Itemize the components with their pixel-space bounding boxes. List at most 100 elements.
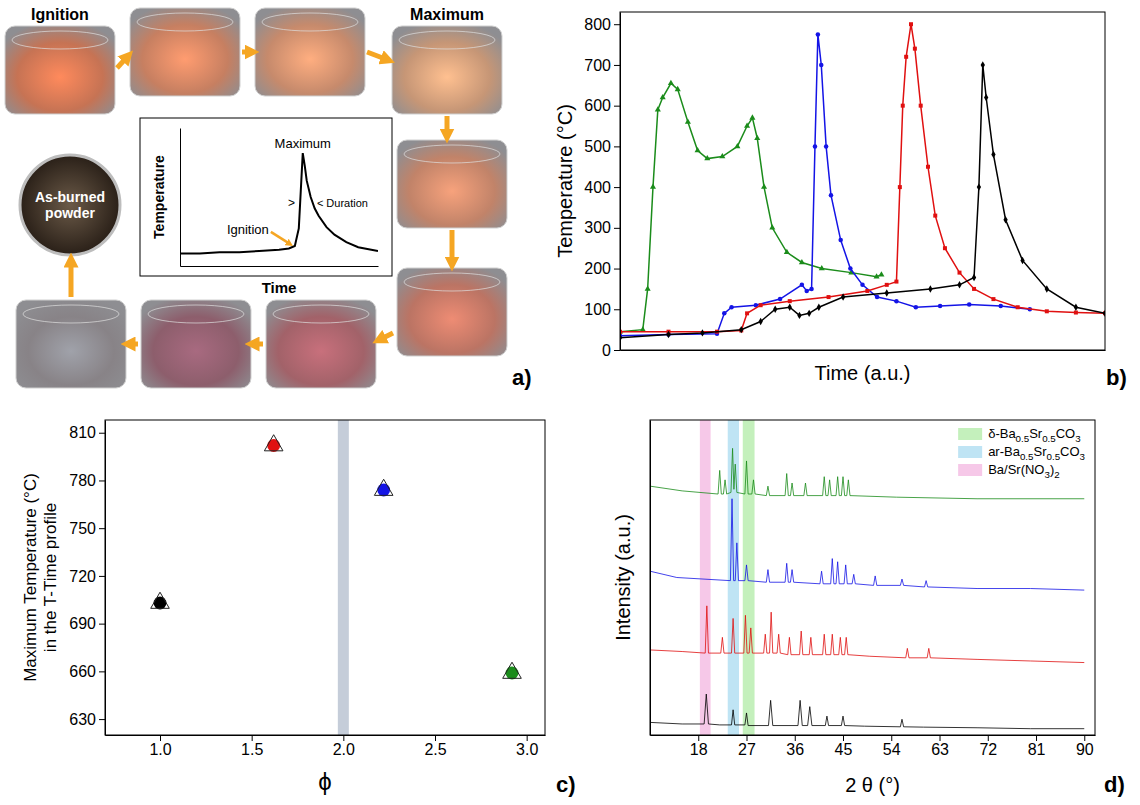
marker: [809, 287, 814, 292]
marker: [695, 147, 701, 152]
marker: [685, 118, 691, 123]
marker: [797, 312, 801, 319]
photo-rim: [404, 273, 500, 291]
tick: 54: [883, 735, 901, 758]
tick-mark: [343, 735, 344, 741]
tick: 400: [584, 179, 620, 196]
photo-rim: [137, 13, 233, 31]
inset-line: [180, 153, 378, 253]
marker: [722, 311, 727, 316]
marker: [865, 289, 869, 293]
tick-label: 18: [690, 741, 708, 758]
tick-label: 200: [584, 260, 611, 277]
marker: [799, 259, 805, 264]
tick-label: 2.5: [424, 741, 446, 758]
marker: [784, 249, 790, 254]
tick-label: 700: [584, 57, 611, 74]
legend: δ-Ba0.5Sr0.5CO3ar-Ba0.5Sr0.5CO3Ba/Sr(NO3…: [958, 426, 1085, 480]
marker: [894, 280, 898, 284]
marker: [848, 266, 853, 271]
tick: 45: [835, 735, 853, 758]
arrow: [379, 333, 393, 340]
tick: 2.5: [424, 735, 446, 758]
photo: [141, 300, 251, 388]
tick-label: 720: [69, 568, 96, 585]
marker: [819, 63, 824, 68]
annotation: >: [288, 196, 295, 210]
marker: [967, 302, 972, 307]
photo: [397, 140, 507, 228]
tick-label: 300: [584, 219, 611, 236]
tick: 0: [602, 342, 620, 359]
marker: [860, 283, 865, 288]
powder-photo: [20, 155, 120, 255]
tick-label: 690: [69, 615, 96, 632]
photo: [397, 268, 507, 356]
marker: [675, 86, 681, 91]
legend-swatch: [958, 464, 982, 476]
panel-d: 1827364554637281902 θ (°)Intensity (a.u.…: [612, 420, 1125, 797]
tick-mark: [252, 735, 253, 741]
tick-mark: [99, 719, 105, 720]
tick: 660: [69, 663, 105, 680]
marker: [778, 297, 783, 302]
axis: [650, 421, 651, 736]
tick-mark: [99, 480, 105, 481]
tick: 500: [584, 138, 620, 155]
marker: [759, 303, 763, 307]
point: [264, 435, 283, 451]
photo: [130, 8, 240, 96]
axis-line: [650, 421, 651, 736]
marker: [668, 80, 674, 85]
panel-c: 1.01.52.02.53.0630660690720750780810ϕMax…: [21, 420, 576, 797]
tick-mark: [1036, 735, 1037, 741]
tick-mark: [747, 735, 748, 741]
plot-frame: [620, 12, 1105, 350]
tick-mark: [1084, 735, 1085, 741]
marker: [885, 283, 889, 287]
arrow: [367, 52, 388, 60]
marker: [957, 281, 961, 288]
axis: 0100200300400500600700800: [584, 13, 620, 359]
photo-label: Ignition: [31, 6, 89, 23]
tick: 200: [584, 260, 620, 277]
marker: [1016, 305, 1020, 309]
series-line: [650, 694, 1084, 729]
tick-mark: [99, 433, 105, 434]
arrow: [445, 116, 450, 136]
tick-mark: [614, 350, 620, 351]
marker: [909, 22, 913, 26]
marker: [1074, 304, 1078, 311]
figure: IgnitionMaximumAs-burnedpowderTemperatur…: [0, 0, 1140, 805]
marker: [926, 165, 930, 169]
marker: [901, 104, 905, 108]
plot-area: [620, 22, 1105, 341]
tick-mark: [795, 735, 796, 741]
marker: [729, 305, 734, 310]
marker: [640, 326, 646, 331]
axis: 630660690720750780810: [69, 421, 105, 736]
tick: 63: [931, 735, 949, 758]
panel-letter: d): [1104, 772, 1125, 797]
tick-mark: [698, 735, 699, 741]
arrow: [242, 50, 252, 55]
axis: [621, 350, 1106, 351]
point: [377, 484, 390, 497]
tick-label: 400: [584, 179, 611, 196]
marker: [991, 297, 995, 301]
photo-rim: [12, 31, 108, 49]
tick: 300: [584, 219, 620, 236]
arrow: [252, 342, 263, 347]
marker: [807, 310, 811, 317]
photo: [266, 300, 376, 388]
series-line: [650, 606, 1084, 663]
photo: [392, 26, 502, 114]
tick: 700: [584, 57, 620, 74]
tick: 810: [69, 424, 105, 441]
tick-mark: [988, 735, 989, 741]
tick-mark: [614, 106, 620, 107]
marker: [650, 184, 656, 189]
tick-label: 2.0: [333, 741, 355, 758]
marker: [938, 304, 943, 309]
tick-label: 90: [1076, 741, 1094, 758]
